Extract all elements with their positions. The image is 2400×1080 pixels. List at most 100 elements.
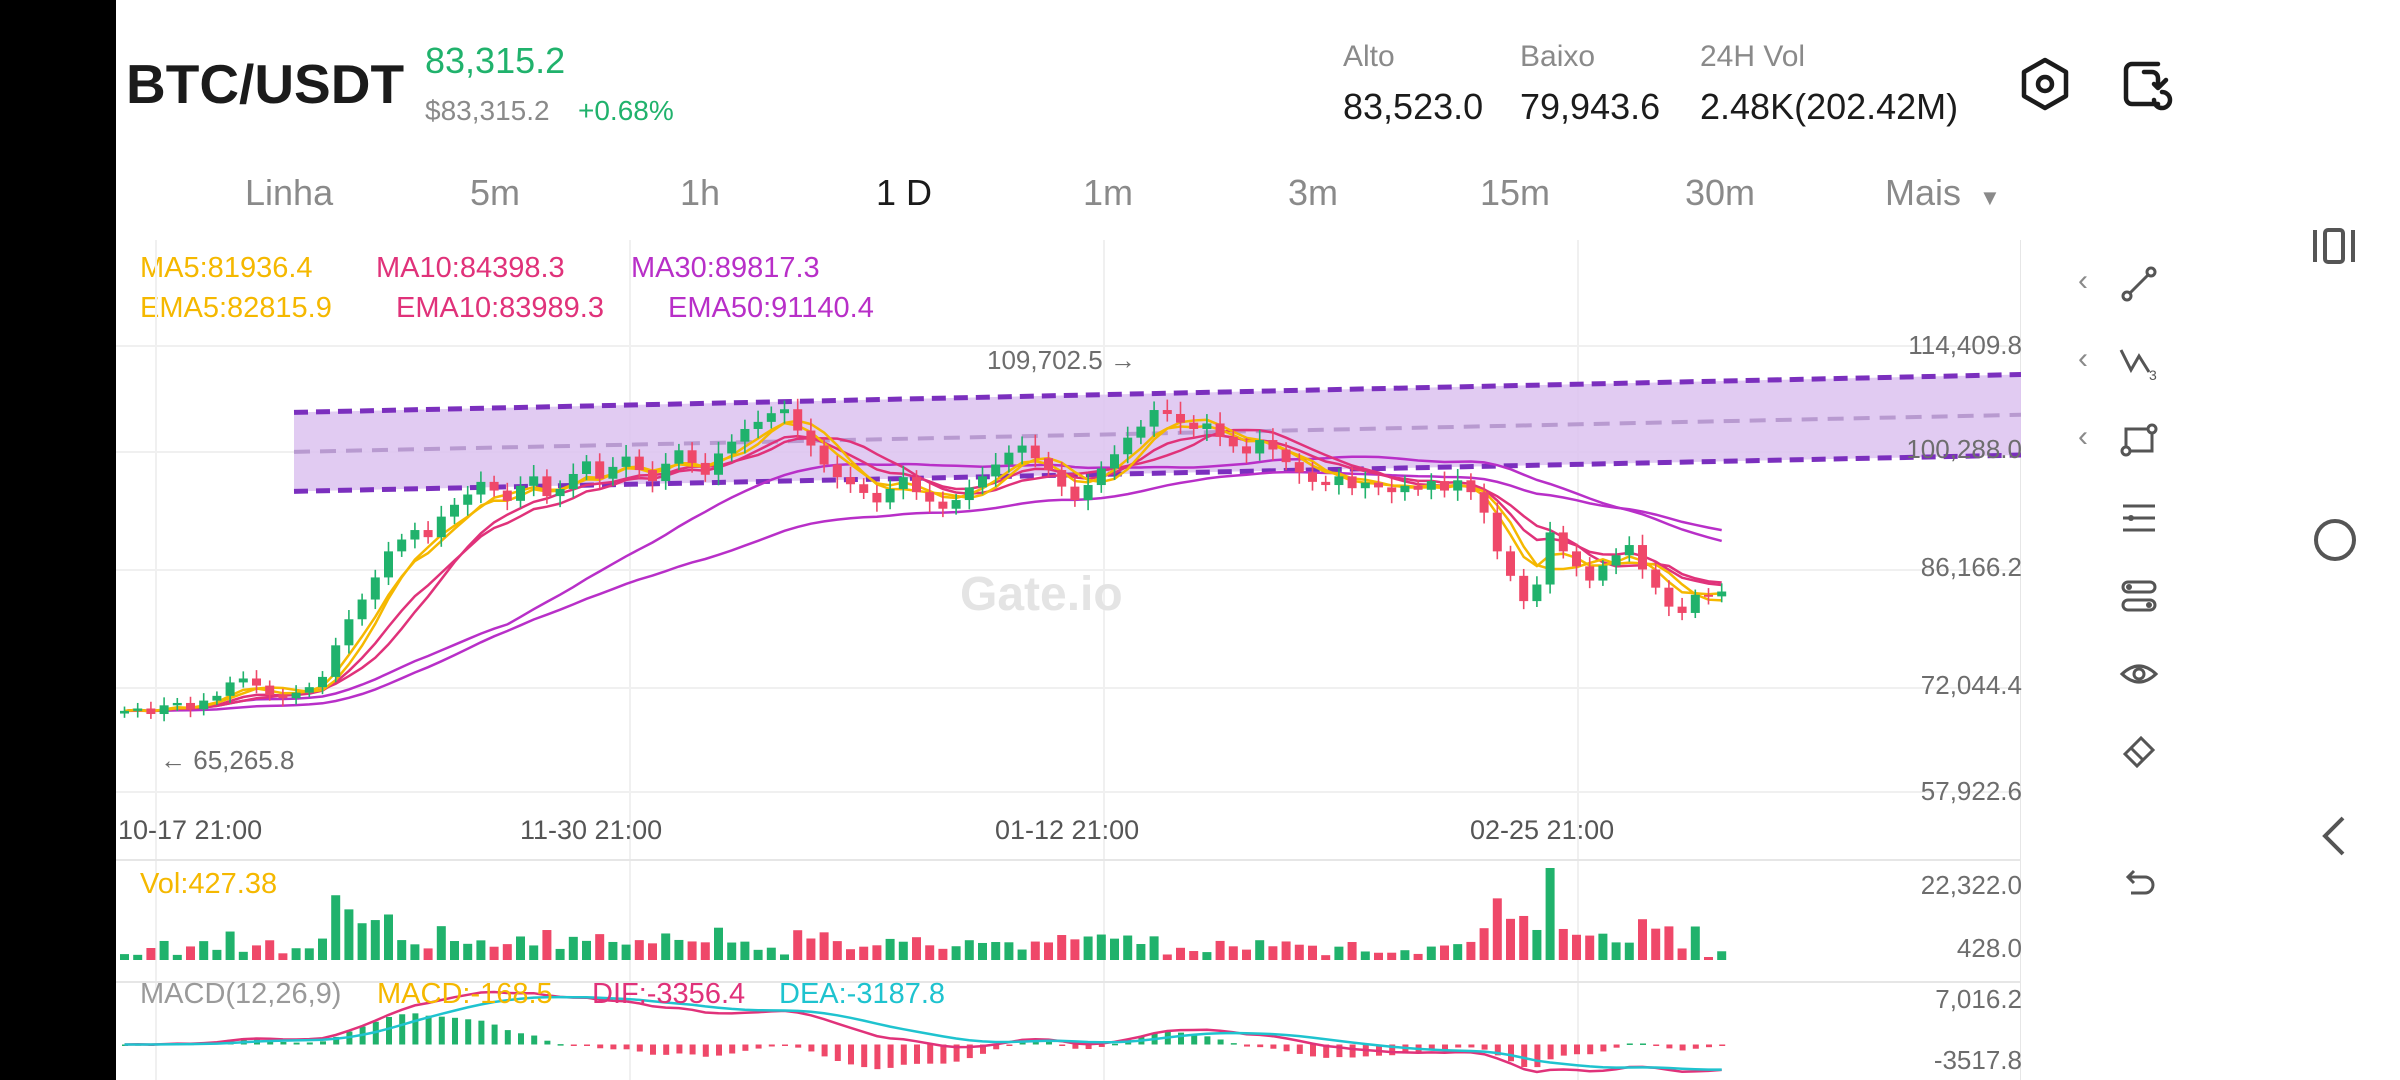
rectangle-tool-icon[interactable]	[2104, 410, 2174, 470]
macd-histogram-bar	[742, 1044, 749, 1051]
volume-bar	[133, 954, 143, 960]
vol-label: 24H Vol	[1700, 40, 1806, 73]
recent-apps-icon[interactable]	[2305, 216, 2365, 276]
candle-body	[199, 700, 209, 710]
ema5-legend: EMA5:82815.9	[140, 292, 332, 324]
candle-body	[1083, 485, 1093, 501]
macd-histogram-bar	[412, 1013, 419, 1045]
tab-linha[interactable]: Linha	[245, 172, 334, 213]
macd-histogram-bar	[1640, 1043, 1646, 1045]
low-value: 79,943.6	[1520, 86, 1661, 127]
macd-histogram-bar	[1178, 1032, 1184, 1045]
tab-1d[interactable]: 1 D	[876, 172, 933, 213]
macd-histogram-bar	[1072, 1044, 1079, 1049]
toggle-settings-icon[interactable]	[2104, 566, 2174, 626]
back-icon[interactable]	[2305, 806, 2365, 866]
macd-histogram-bar	[386, 1016, 392, 1045]
candle-body	[1215, 423, 1225, 437]
candle-body	[568, 473, 578, 489]
tab-3m[interactable]: 3m	[1288, 172, 1339, 213]
volume-bar	[1492, 898, 1502, 960]
volume-bar	[1374, 952, 1383, 960]
volume-bar	[1638, 919, 1647, 960]
eraser-icon[interactable]	[2104, 722, 2174, 782]
candle-body	[753, 421, 763, 429]
macd-histogram-bar	[993, 1044, 1000, 1050]
tab-30m[interactable]: 30m	[1685, 172, 1756, 213]
candle-body	[608, 466, 618, 479]
macd-histogram-bar	[887, 1044, 894, 1068]
candle-body	[766, 413, 776, 422]
candle-body	[212, 695, 222, 701]
candle-body	[1334, 476, 1344, 486]
macd-histogram-bar	[1191, 1034, 1198, 1045]
macd-histogram-bar	[1270, 1044, 1277, 1049]
candle-body	[1466, 480, 1476, 493]
macd-histogram-bar	[927, 1044, 934, 1064]
macd-histogram-bar	[729, 1044, 736, 1054]
volume-bar	[1677, 948, 1687, 960]
macd-histogram-bar	[1204, 1036, 1211, 1045]
macd-histogram-bar	[834, 1044, 841, 1061]
macd-histogram-bar	[280, 1041, 287, 1045]
candle-body	[172, 702, 182, 706]
max-price-value: 109,702.5	[987, 345, 1103, 375]
indicator-settings-icon[interactable]	[2104, 488, 2174, 548]
macd-histogram-bar	[1706, 1044, 1712, 1048]
volume-bar	[1334, 946, 1344, 960]
pair-title[interactable]: BTC/USDT	[126, 53, 405, 115]
chevron-left-icon[interactable]: ‹	[2078, 420, 2088, 453]
volume-bar	[252, 945, 261, 960]
candle-body	[1123, 437, 1133, 455]
candlestick-chart[interactable]	[116, 240, 2021, 1080]
volume-bar	[621, 944, 631, 960]
ema10-legend: EMA10:83989.3	[396, 292, 604, 324]
candle-body	[1189, 422, 1199, 429]
chevron-left-icon[interactable]: ‹	[2078, 264, 2088, 297]
volume-bar	[291, 948, 301, 960]
tab-15m[interactable]: 15m	[1480, 172, 1551, 213]
candle-body	[1070, 486, 1080, 501]
undo-icon[interactable]	[2104, 855, 2174, 915]
trendline-tool-icon[interactable]	[2104, 254, 2174, 314]
wave-tool-icon[interactable]: 3	[2104, 332, 2174, 392]
candle-body	[1294, 462, 1304, 473]
macd-histogram-bar	[689, 1044, 696, 1055]
macd-histogram-bar	[1626, 1043, 1633, 1045]
candle-body	[780, 409, 789, 414]
macd-histogram-bar	[597, 1044, 604, 1049]
macd-histogram-bar	[676, 1044, 683, 1054]
candle-body	[1704, 594, 1713, 597]
volume-bar	[1347, 942, 1357, 960]
volume-bar	[172, 954, 182, 960]
volume-bar	[964, 940, 974, 960]
low-label: Baixo	[1520, 40, 1596, 73]
candle-body	[1611, 555, 1621, 566]
tab-5m[interactable]: 5m	[470, 172, 521, 213]
volume-bar	[1519, 915, 1529, 960]
candle-body	[252, 678, 261, 686]
volume-bar	[212, 949, 222, 960]
tab-1h[interactable]: 1h	[680, 172, 721, 213]
candle-body	[595, 461, 605, 479]
candle-body	[885, 488, 895, 503]
home-icon[interactable]	[2305, 510, 2365, 570]
candle-body	[1136, 426, 1146, 438]
chevron-left-icon[interactable]: ‹	[2078, 342, 2088, 375]
settings-icon[interactable]	[2017, 56, 2073, 112]
candle-body	[344, 619, 354, 646]
volume-bar	[648, 943, 657, 960]
macd-histogram-bar	[1428, 1044, 1435, 1051]
candle-body	[1545, 532, 1555, 585]
volume-bar	[542, 930, 552, 960]
macd-histogram-bar	[293, 1042, 300, 1045]
volume-bar	[1149, 936, 1159, 960]
eye-icon[interactable]	[2104, 644, 2174, 704]
volume-bar	[1690, 926, 1700, 960]
tab-1m[interactable]: 1m	[1083, 172, 1134, 213]
candle-body	[1677, 606, 1687, 613]
volume-bar	[516, 936, 525, 960]
tab-more[interactable]: Mais ▼	[1885, 172, 2001, 214]
share-icon[interactable]	[2118, 56, 2174, 112]
candle-body	[700, 462, 710, 475]
